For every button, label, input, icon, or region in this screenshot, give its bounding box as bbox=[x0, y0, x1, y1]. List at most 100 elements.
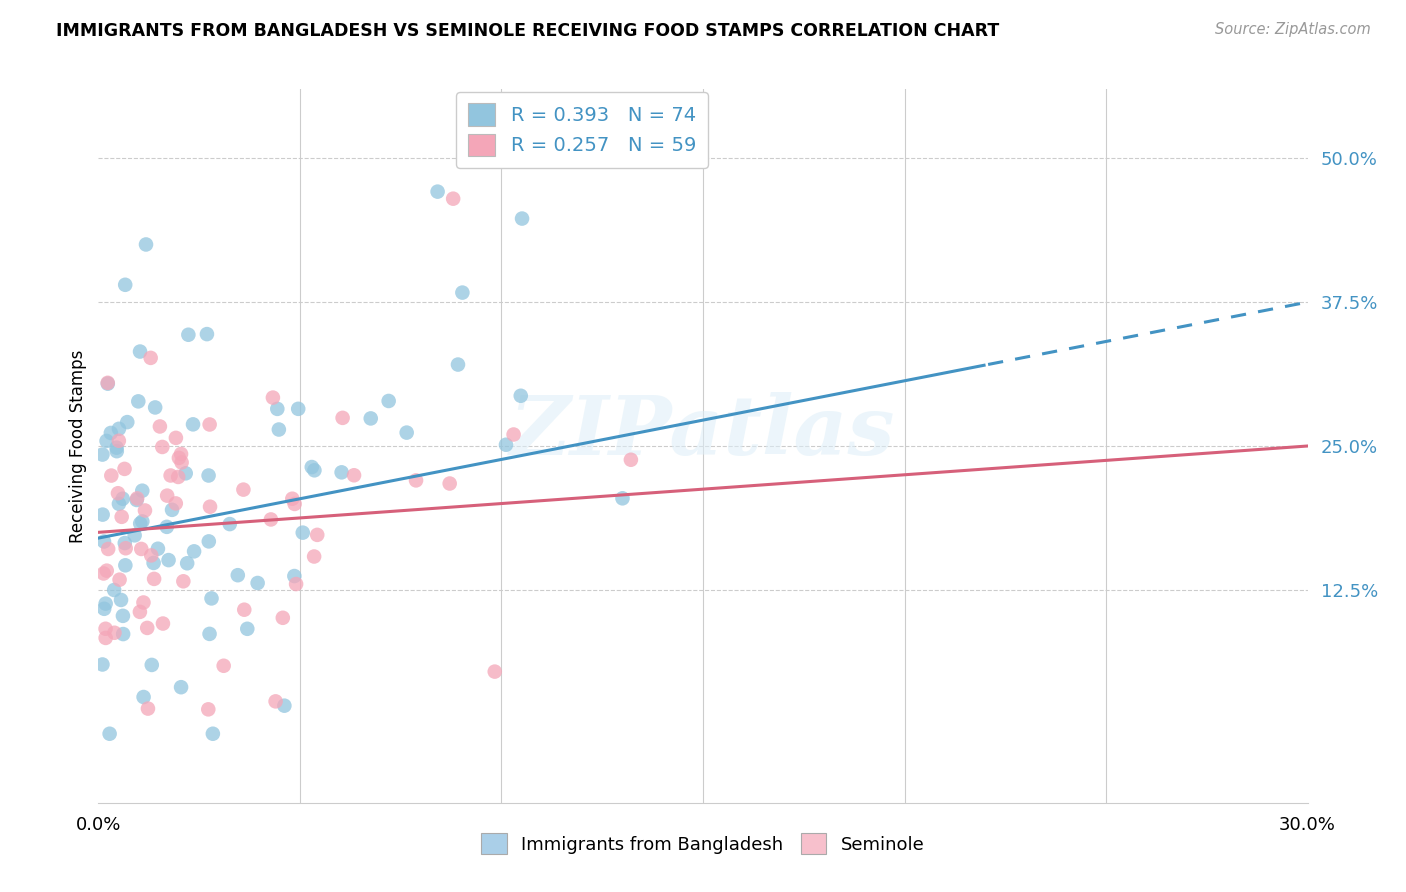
Point bbox=[111, 491, 134, 506]
Point bbox=[360, 411, 382, 425]
Point bbox=[451, 285, 474, 300]
Point bbox=[307, 528, 329, 542]
Point bbox=[291, 525, 314, 540]
Point bbox=[94, 622, 117, 636]
Point bbox=[174, 467, 197, 481]
Point bbox=[131, 483, 153, 498]
Point bbox=[131, 515, 153, 529]
Point bbox=[142, 556, 165, 570]
Point bbox=[132, 595, 155, 609]
Point bbox=[129, 516, 152, 531]
Point bbox=[426, 185, 449, 199]
Point bbox=[143, 572, 166, 586]
Point bbox=[136, 701, 159, 715]
Point bbox=[281, 491, 304, 506]
Point bbox=[165, 496, 187, 510]
Point bbox=[103, 625, 125, 640]
Point bbox=[91, 657, 114, 672]
Point bbox=[183, 544, 205, 558]
Point bbox=[152, 616, 174, 631]
Point bbox=[612, 491, 634, 506]
Point bbox=[332, 410, 354, 425]
Point bbox=[301, 460, 323, 475]
Point bbox=[267, 423, 290, 437]
Point bbox=[141, 657, 163, 672]
Point bbox=[105, 444, 128, 458]
Point bbox=[165, 431, 187, 445]
Point bbox=[620, 452, 643, 467]
Point bbox=[98, 727, 121, 741]
Point bbox=[127, 491, 149, 506]
Point bbox=[181, 417, 204, 432]
Point bbox=[97, 376, 120, 390]
Point bbox=[93, 534, 115, 549]
Point bbox=[110, 593, 132, 607]
Point bbox=[197, 468, 219, 483]
Point bbox=[167, 450, 190, 465]
Point bbox=[200, 591, 222, 606]
Point bbox=[112, 627, 135, 641]
Point bbox=[287, 401, 309, 416]
Point bbox=[509, 389, 531, 403]
Point bbox=[330, 466, 353, 480]
Point bbox=[129, 605, 152, 619]
Point bbox=[114, 558, 136, 573]
Point bbox=[484, 665, 506, 679]
Point bbox=[159, 468, 181, 483]
Point bbox=[157, 553, 180, 567]
Point bbox=[170, 680, 193, 694]
Point bbox=[108, 422, 131, 436]
Point bbox=[273, 698, 295, 713]
Point bbox=[91, 508, 114, 522]
Text: Source: ZipAtlas.com: Source: ZipAtlas.com bbox=[1215, 22, 1371, 37]
Point bbox=[91, 448, 114, 462]
Text: ZIPatlas: ZIPatlas bbox=[510, 392, 896, 472]
Point bbox=[236, 622, 259, 636]
Point bbox=[149, 419, 172, 434]
Point bbox=[97, 541, 120, 556]
Point bbox=[176, 556, 198, 570]
Point bbox=[177, 327, 200, 342]
Point bbox=[150, 440, 173, 454]
Point bbox=[134, 503, 156, 517]
Point bbox=[198, 534, 221, 549]
Point bbox=[136, 621, 159, 635]
Point bbox=[232, 483, 254, 497]
Text: IMMIGRANTS FROM BANGLADESH VS SEMINOLE RECEIVING FOOD STAMPS CORRELATION CHART: IMMIGRANTS FROM BANGLADESH VS SEMINOLE R… bbox=[56, 22, 1000, 40]
Point bbox=[125, 493, 148, 508]
Y-axis label: Receiving Food Stamps: Receiving Food Stamps bbox=[69, 350, 87, 542]
Point bbox=[343, 468, 366, 483]
Point bbox=[108, 497, 131, 511]
Point bbox=[447, 358, 470, 372]
Point bbox=[114, 462, 136, 476]
Point bbox=[226, 568, 249, 582]
Point bbox=[271, 611, 294, 625]
Point bbox=[114, 536, 136, 550]
Point bbox=[111, 608, 134, 623]
Point bbox=[495, 438, 517, 452]
Point bbox=[156, 489, 179, 503]
Point bbox=[439, 476, 461, 491]
Point bbox=[441, 192, 464, 206]
Point bbox=[502, 427, 524, 442]
Point bbox=[405, 474, 427, 488]
Point bbox=[198, 417, 221, 432]
Point bbox=[139, 351, 162, 365]
Point bbox=[96, 434, 118, 448]
Point bbox=[129, 344, 152, 359]
Point bbox=[170, 455, 193, 469]
Point bbox=[395, 425, 418, 440]
Point bbox=[172, 574, 194, 589]
Point bbox=[198, 500, 221, 514]
Point bbox=[266, 401, 288, 416]
Point bbox=[283, 569, 305, 583]
Point bbox=[127, 394, 149, 409]
Point bbox=[100, 425, 122, 440]
Point bbox=[143, 401, 166, 415]
Point bbox=[132, 690, 155, 704]
Legend: Immigrants from Bangladesh, Seminole: Immigrants from Bangladesh, Seminole bbox=[474, 826, 932, 862]
Point bbox=[156, 520, 179, 534]
Point bbox=[96, 564, 118, 578]
Point bbox=[246, 576, 269, 591]
Point bbox=[167, 470, 190, 484]
